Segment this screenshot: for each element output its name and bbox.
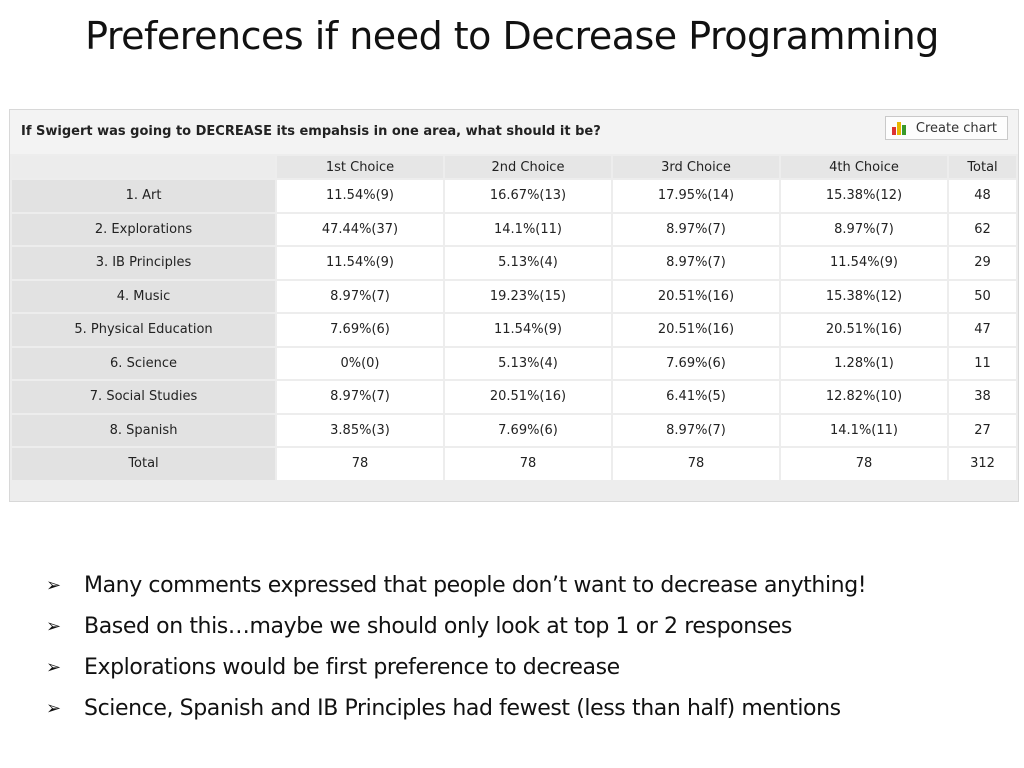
table-row: 7. Social Studies 8.97%(7) 20.51%(16) 6.41%… [12,381,1016,413]
table-cell: 11 [949,347,1016,379]
table-cell: 1.28%(1) [781,347,947,379]
create-chart-label: Create chart [915,121,997,136]
table-body: 1. Art 11.54%(9) 16.67%(13) 17.95%(14) 15.38… [12,180,1016,480]
bullet-item: ➢ Science, Spanish and IB Principles had … [46,693,1006,734]
bullet-text: Many comments expressed that people don’… [84,573,867,598]
table-cell: 62 [949,213,1016,245]
table-cell: 12.82%(10) [781,381,947,413]
table-row: 6. Science 0%(0) 5.13%(4) 7.69%(6) 1.28%(1) 1… [12,347,1016,379]
table-cell: 47.44%(37) [277,213,443,245]
table-row: Total 78 78 78 78 312 [12,448,1016,480]
table-cell: 11.54%(9) [277,180,443,212]
table-row: 4. Music 8.97%(7) 19.23%(15) 20.51%(16) 15.3… [12,280,1016,312]
table-cell: 78 [277,448,443,480]
table-header-row: 1st Choice 2nd Choice 3rd Choice 4th Cho… [12,156,1016,178]
table-cell: 7.69%(6) [277,314,443,346]
row-label: 6. Science [12,347,275,379]
bullet-item: ➢ Many comments expressed that people don… [46,570,1006,611]
arrow-bullet-icon: ➢ [46,575,61,596]
table-cell: 20.51%(16) [613,314,779,346]
table-cell: 8.97%(7) [277,381,443,413]
create-chart-button[interactable]: Create chart [884,116,1008,140]
table-cell: 7.69%(6) [445,414,611,446]
table-corner-cell [12,156,275,178]
table-cell: 48 [949,180,1016,212]
table-cell: 5.13%(4) [445,347,611,379]
table-cell: 11.54%(9) [445,314,611,346]
bullet-text: Based on this…maybe we should only look … [84,614,792,639]
row-label: 8. Spanish [12,414,275,446]
row-label: 2. Explorations [12,213,275,245]
table-cell: 14.1%(11) [445,213,611,245]
arrow-bullet-icon: ➢ [46,698,61,719]
table-cell: 50 [949,280,1016,312]
panel-header: If Swigert was going to DECREASE its emp… [10,110,1018,154]
table-cell: 17.95%(14) [613,180,779,212]
table-cell: 16.67%(13) [445,180,611,212]
row-label: 7. Social Studies [12,381,275,413]
arrow-bullet-icon: ➢ [46,657,61,678]
table-cell: 11.54%(9) [781,247,947,279]
table-row: 1. Art 11.54%(9) 16.67%(13) 17.95%(14) 15.38… [12,180,1016,212]
row-label: 4. Music [12,280,275,312]
table-cell: 20.51%(16) [613,280,779,312]
survey-question: If Swigert was going to DECREASE its emp… [21,124,601,139]
table-cell: 78 [445,448,611,480]
row-label: 1. Art [12,180,275,212]
table-cell: 312 [949,448,1016,480]
table-row: 2. Explorations 47.44%(37) 14.1%(11) 8.97%(… [12,213,1016,245]
table-cell: 8.97%(7) [613,213,779,245]
bullet-text: Science, Spanish and IB Principles had f… [84,696,841,721]
table-cell: 5.13%(4) [445,247,611,279]
table-cell: 8.97%(7) [781,213,947,245]
table-cell: 11.54%(9) [277,247,443,279]
table-cell: 15.38%(12) [781,280,947,312]
table-cell: 78 [781,448,947,480]
table-cell: 8.97%(7) [613,414,779,446]
column-header: 2nd Choice [445,156,611,178]
table-cell: 0%(0) [277,347,443,379]
column-header: 4th Choice [781,156,947,178]
table-cell: 20.51%(16) [781,314,947,346]
table-cell: 3.85%(3) [277,414,443,446]
row-label: Total [12,448,275,480]
table-cell: 47 [949,314,1016,346]
table-cell: 27 [949,414,1016,446]
column-header: 1st Choice [277,156,443,178]
bullet-text: Explorations would be first preference t… [84,655,620,680]
table-cell: 38 [949,381,1016,413]
survey-results-panel: If Swigert was going to DECREASE its emp… [9,109,1019,502]
table-row: 3. IB Principles 11.54%(9) 5.13%(4) 8.97%(7… [12,247,1016,279]
bar-chart-icon [891,121,908,135]
column-header: Total [949,156,1016,178]
table-cell: 6.41%(5) [613,381,779,413]
table-cell: 8.97%(7) [613,247,779,279]
table-row: 5. Physical Education 7.69%(6) 11.54%(9) 20… [12,314,1016,346]
table-cell: 14.1%(11) [781,414,947,446]
table-cell: 8.97%(7) [277,280,443,312]
bullet-list: ➢ Many comments expressed that people don… [46,570,1006,734]
results-table: 1st Choice 2nd Choice 3rd Choice 4th Cho… [10,154,1018,482]
table-cell: 29 [949,247,1016,279]
row-label: 3. IB Principles [12,247,275,279]
table-cell: 78 [613,448,779,480]
slide-title: Preferences if need to Decrease Programm… [85,14,939,58]
bullet-item: ➢ Explorations would be first preference … [46,652,1006,693]
table-cell: 20.51%(16) [445,381,611,413]
row-label: 5. Physical Education [12,314,275,346]
table-cell: 15.38%(12) [781,180,947,212]
table-cell: 7.69%(6) [613,347,779,379]
table-row: 8. Spanish 3.85%(3) 7.69%(6) 8.97%(7) 14.1%(… [12,414,1016,446]
bullet-item: ➢ Based on this…maybe we should only look… [46,611,1006,652]
table-cell: 19.23%(15) [445,280,611,312]
arrow-bullet-icon: ➢ [46,616,61,637]
column-header: 3rd Choice [613,156,779,178]
